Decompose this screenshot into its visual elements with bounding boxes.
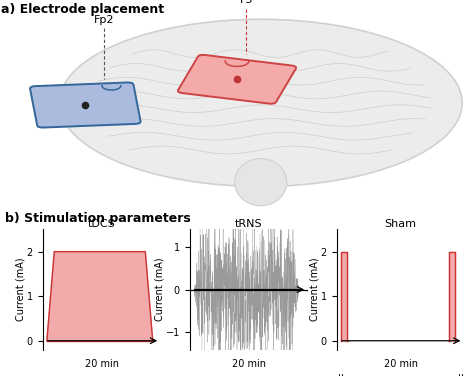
Text: 20 min: 20 min bbox=[85, 359, 119, 368]
Title: tRNS: tRNS bbox=[235, 218, 263, 229]
Text: a) Electrode placement: a) Electrode placement bbox=[1, 3, 164, 16]
Y-axis label: Current (mA): Current (mA) bbox=[154, 258, 164, 321]
FancyBboxPatch shape bbox=[178, 55, 296, 104]
Text: 20 min: 20 min bbox=[232, 359, 266, 368]
Polygon shape bbox=[448, 252, 456, 341]
Polygon shape bbox=[47, 252, 153, 341]
Text: 20 min: 20 min bbox=[383, 359, 418, 368]
Text: Fp2: Fp2 bbox=[94, 15, 115, 25]
Text: b) Stimulation parameters: b) Stimulation parameters bbox=[5, 212, 191, 224]
Y-axis label: Current (mA): Current (mA) bbox=[309, 258, 319, 321]
Ellipse shape bbox=[235, 159, 287, 206]
Title: tDCS: tDCS bbox=[88, 218, 116, 229]
Text: F3: F3 bbox=[240, 0, 253, 5]
FancyBboxPatch shape bbox=[30, 82, 141, 127]
Y-axis label: Current (mA): Current (mA) bbox=[15, 258, 25, 321]
Ellipse shape bbox=[59, 19, 462, 186]
Polygon shape bbox=[341, 252, 348, 341]
Title: Sham: Sham bbox=[384, 218, 417, 229]
